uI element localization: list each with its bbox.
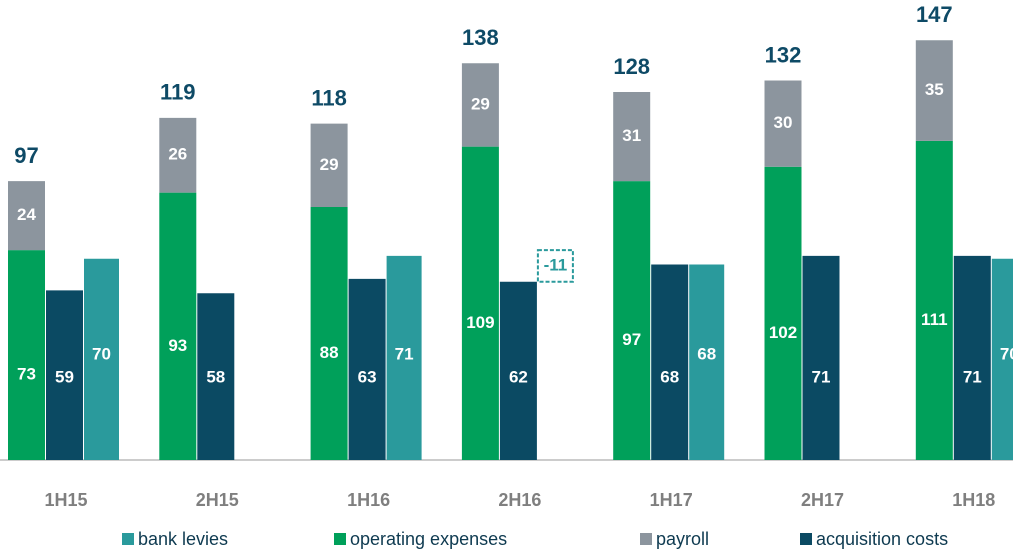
legend-swatch xyxy=(800,533,812,545)
value-label: 97 xyxy=(14,143,38,168)
bar xyxy=(159,192,197,460)
value-label: -11 xyxy=(544,255,568,274)
legend-label: bank levies xyxy=(138,529,228,549)
bar xyxy=(991,258,1013,460)
bar xyxy=(461,63,499,147)
legend-label: operating expenses xyxy=(350,529,507,549)
x-tick-label: 2H16 xyxy=(498,490,541,510)
value-label: 118 xyxy=(311,85,347,110)
x-tick-label: 2H17 xyxy=(801,490,844,510)
bar xyxy=(8,250,45,460)
x-tick-label: 1H17 xyxy=(650,490,693,510)
bar xyxy=(310,123,348,207)
value-label: 30 xyxy=(774,113,793,132)
value-label: 97 xyxy=(622,330,641,349)
value-label: 128 xyxy=(613,54,650,79)
legend-label: payroll xyxy=(656,529,709,549)
value-label: 68 xyxy=(660,367,679,386)
value-label: 102 xyxy=(769,323,797,342)
legend-label: acquisition costs xyxy=(816,529,948,549)
bar xyxy=(348,278,386,460)
legend-swatch xyxy=(640,533,652,545)
value-label: 147 xyxy=(916,2,953,27)
value-label: 58 xyxy=(206,367,225,386)
value-label: 62 xyxy=(509,367,528,386)
bar xyxy=(802,255,840,460)
value-label: 63 xyxy=(358,367,377,386)
legend-swatch xyxy=(334,533,346,545)
value-label: 119 xyxy=(160,80,196,105)
value-label: 73 xyxy=(17,365,36,384)
value-label: 93 xyxy=(168,336,187,355)
bar xyxy=(310,207,348,460)
bar xyxy=(536,249,574,283)
x-tick-label: 1H15 xyxy=(44,490,87,510)
bar xyxy=(953,255,991,460)
value-label: 71 xyxy=(812,367,831,386)
value-label: 29 xyxy=(471,94,490,113)
bar xyxy=(159,117,197,193)
value-label: 26 xyxy=(168,145,187,164)
value-label: 71 xyxy=(395,344,414,363)
bar xyxy=(84,258,119,460)
legend-swatch xyxy=(122,533,134,545)
value-label: 138 xyxy=(462,25,499,50)
bar xyxy=(461,146,499,460)
bar xyxy=(689,264,725,460)
value-label: 88 xyxy=(320,343,339,362)
bar xyxy=(46,290,83,460)
x-tick-label: 2H15 xyxy=(196,490,239,510)
bar xyxy=(613,92,651,182)
value-label: 70 xyxy=(1000,344,1013,363)
value-label: 68 xyxy=(697,344,716,363)
x-tick-label: 1H18 xyxy=(952,490,995,510)
bar xyxy=(499,281,537,460)
bar xyxy=(386,255,422,460)
bar xyxy=(915,40,953,141)
value-label: 29 xyxy=(320,155,339,174)
value-label: 59 xyxy=(55,367,74,386)
value-label: 70 xyxy=(92,344,111,363)
x-tick-label: 1H16 xyxy=(347,490,390,510)
value-label: 111 xyxy=(921,310,948,329)
value-label: 24 xyxy=(17,205,36,224)
value-label: 132 xyxy=(765,42,802,67)
bar xyxy=(197,293,235,460)
bar xyxy=(915,140,953,460)
bar xyxy=(764,80,802,167)
bar xyxy=(651,264,689,460)
value-label: 109 xyxy=(466,313,494,332)
bar xyxy=(8,181,45,251)
bar xyxy=(613,181,651,460)
value-label: 35 xyxy=(925,80,944,99)
bar xyxy=(764,166,802,460)
value-label: 31 xyxy=(622,126,641,145)
value-label: 71 xyxy=(963,367,982,386)
